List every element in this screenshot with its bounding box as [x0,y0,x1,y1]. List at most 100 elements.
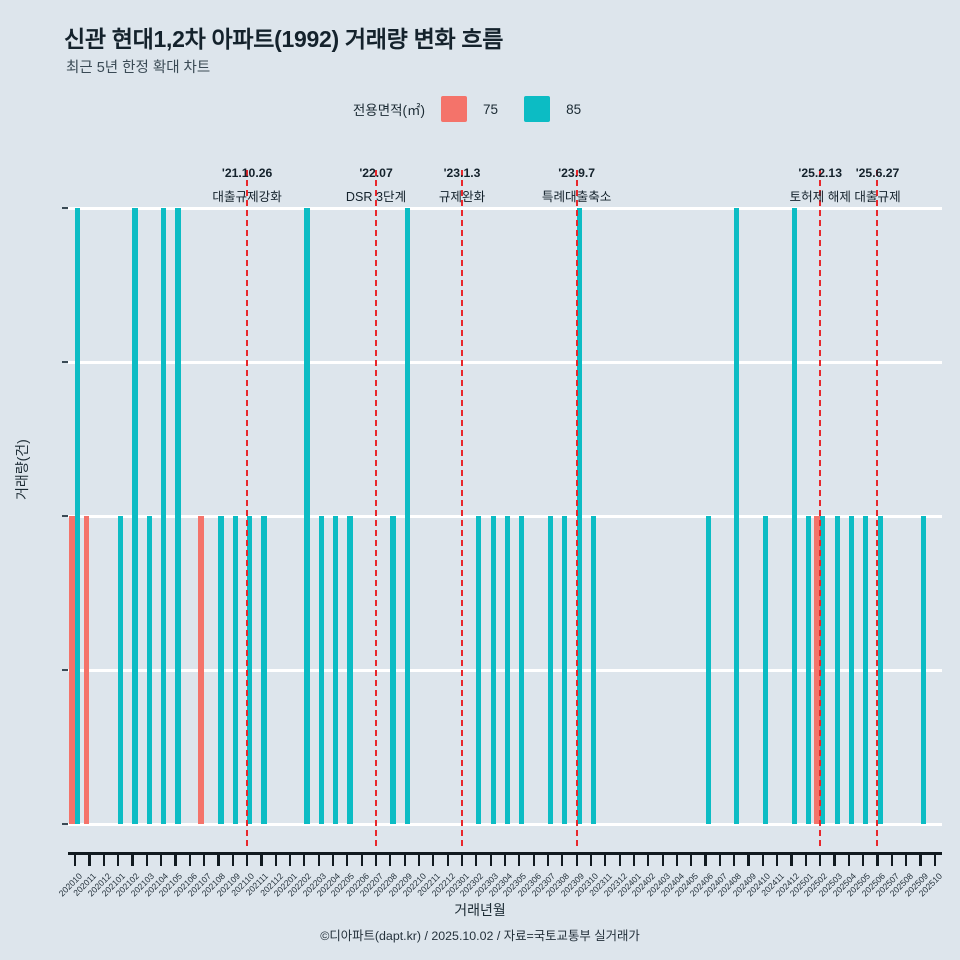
x-tick-mark [632,852,636,866]
bar-202309-85[interactable] [576,208,582,824]
x-tick-mark [346,852,349,866]
event-name-202207: DSR 3단계 [345,190,407,204]
event-line-202502 [819,170,822,846]
x-tick-mark [718,852,721,866]
bar-202208-85[interactable] [390,516,396,824]
x-tick-mark [933,852,936,866]
x-tick-mark [260,852,263,866]
event-date-202309: '23.9.7 [558,166,596,180]
bar-202209-85[interactable] [404,208,410,824]
x-tick-mark [661,852,664,866]
bar-202203-85[interactable] [318,516,324,824]
bar-202305-85[interactable] [519,516,525,824]
x-tick-mark [518,852,521,866]
x-tick-mark [160,852,163,866]
y-tick-mark [62,669,68,671]
x-tick-mark [331,852,335,866]
bar-202502-85[interactable] [820,516,826,824]
x-tick-mark [274,852,277,866]
event-name-202506: 대출규제 [854,190,901,204]
bar-202107-75[interactable] [198,516,204,824]
x-tick-mark [833,852,836,866]
x-tick-mark [618,852,621,866]
bar-202506-85[interactable] [877,516,883,824]
bar-202010-75[interactable] [69,516,75,824]
y-tick-mark [62,823,68,825]
x-tick-mark [317,852,320,866]
x-tick-mark [704,852,707,866]
x-tick-mark [604,852,607,866]
x-tick-mark [790,852,793,866]
legend-title: 전용면적(㎡) [352,103,426,118]
x-tick-mark [919,852,922,866]
x-tick-mark [231,852,234,866]
bar-202104-85[interactable] [161,208,167,824]
bar-202108-85[interactable] [218,516,224,824]
bar-202011-75[interactable] [83,516,89,824]
bar-202303-85[interactable] [490,516,496,824]
plot-area [62,206,942,826]
event-date-202110: '21.10.26 [221,166,273,180]
bar-202109-85[interactable] [232,516,238,824]
gridline [68,360,942,364]
legend-swatch-85 [524,96,551,122]
bar-202204-85[interactable] [333,516,339,824]
bar-202307-85[interactable] [547,516,554,824]
x-axis-label: 거래년월 [454,902,506,918]
legend-item-85[interactable]: 85 [524,96,581,122]
bar-202302-85[interactable] [476,516,482,824]
x-tick-mark [675,852,679,866]
bar-202102-85[interactable] [132,208,138,824]
x-tick-mark [360,852,363,866]
bar-202103-85[interactable] [146,516,152,824]
x-tick-mark [102,852,105,866]
x-tick-mark [489,852,492,866]
bar-202304-85[interactable] [505,516,511,824]
event-date-202506: '25.6.27 [855,166,900,180]
event-name-202502: 토허제 해제 [789,190,851,204]
bar-202412-85[interactable] [791,208,797,824]
x-tick-mark [203,852,206,866]
event-name-202301: 규제완화 [438,190,486,204]
bar-202502-75[interactable] [814,516,820,824]
x-tick-mark [747,852,750,866]
x-tick-mark [374,852,378,866]
bar-202408-85[interactable] [734,208,740,824]
y-axis-label: 거래량(건) [14,439,30,500]
x-tick-mark [417,852,421,866]
x-tick-mark [117,852,120,866]
event-date-202207: '22.07 [359,166,393,180]
bar-202101-85[interactable] [118,516,124,824]
x-tick-mark [131,852,134,866]
x-tick-mark [217,852,220,866]
bar-202308-85[interactable] [562,516,568,824]
x-tick-mark [460,852,464,866]
bar-202205-85[interactable] [347,516,353,824]
event-name-202309: 특례대출축소 [541,190,612,204]
x-tick-mark [532,852,535,866]
bar-202503-85[interactable] [834,516,840,824]
x-tick-mark [776,852,779,866]
x-tick-mark [145,852,148,866]
bar-202505-85[interactable] [863,516,869,824]
x-tick-mark [733,852,736,866]
bar-202406-85[interactable] [705,516,711,824]
bar-202504-85[interactable] [848,516,854,824]
x-tick-mark [503,852,507,866]
bar-202501-85[interactable] [805,516,811,824]
x-tick-mark [862,852,865,866]
bar-202111-85[interactable] [261,516,267,824]
x-tick-mark [288,852,292,866]
bar-202310-85[interactable] [590,516,597,824]
x-tick-mark [761,852,764,866]
x-tick-mark [819,852,822,866]
bar-202410-85[interactable] [762,516,769,824]
gridline [68,822,942,826]
bar-202509-85[interactable] [920,516,926,824]
bar-202010-85[interactable] [75,208,81,824]
bar-202110-85[interactable] [247,516,253,824]
x-tick-mark [647,852,650,866]
bar-202105-85[interactable] [175,208,181,824]
legend-item-75[interactable]: 75 [441,96,498,122]
bar-202202-85[interactable] [304,208,310,824]
